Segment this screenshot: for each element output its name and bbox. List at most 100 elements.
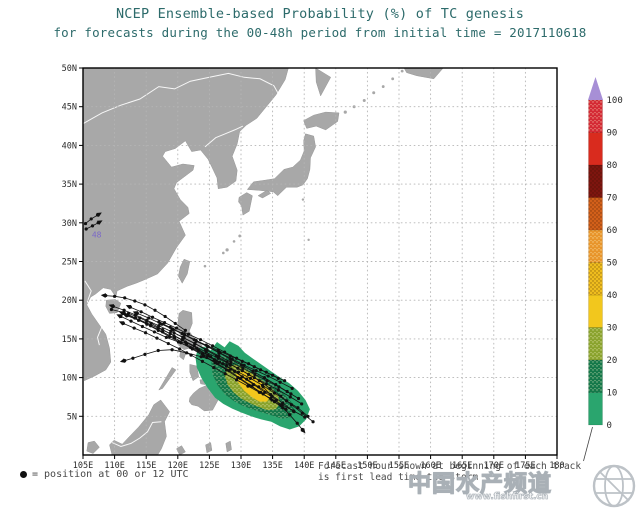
small-island bbox=[391, 77, 395, 81]
small-island bbox=[381, 85, 385, 88]
track-position-dot bbox=[257, 390, 261, 394]
track-position-dot bbox=[283, 379, 287, 383]
track-position-dot bbox=[290, 386, 294, 391]
footnote-line2: is first lead time the storm bbox=[318, 472, 479, 483]
colorbar-label: 60 bbox=[607, 226, 618, 236]
track-position-dot bbox=[182, 336, 186, 340]
track-position-dot bbox=[195, 346, 199, 350]
x-tick-label: 120E bbox=[168, 461, 188, 471]
track-position-dot bbox=[183, 340, 187, 344]
small-island bbox=[372, 91, 376, 95]
track-position-dot bbox=[156, 328, 160, 332]
track-position-dot bbox=[84, 227, 88, 231]
track-position-dot bbox=[229, 360, 233, 364]
track-position-dot bbox=[251, 369, 255, 374]
track-position-dot bbox=[240, 363, 244, 367]
track-position-dot bbox=[140, 324, 145, 329]
track-position-dot bbox=[225, 360, 229, 364]
track-position-dot bbox=[228, 354, 232, 358]
track-position-dot bbox=[172, 334, 176, 338]
small-island bbox=[362, 99, 366, 103]
track-position-dot bbox=[180, 331, 184, 336]
legend-text: = position at 00 or 12 UTC bbox=[32, 469, 189, 480]
track-position-dot bbox=[214, 354, 218, 358]
position-dot-icon bbox=[20, 471, 27, 478]
track-position-dot bbox=[241, 366, 245, 370]
track-position-dot bbox=[296, 396, 301, 401]
land-halmahera bbox=[225, 440, 232, 453]
track-position-dot bbox=[157, 320, 161, 324]
x-tick-label: 145E bbox=[326, 461, 346, 471]
track-position-dot bbox=[167, 334, 172, 339]
track-position-dot bbox=[126, 311, 131, 315]
track-position-dot bbox=[200, 359, 205, 363]
track-position-dot bbox=[150, 315, 155, 319]
y-tick-label: 30N bbox=[62, 219, 77, 229]
x-tick-label: 155E bbox=[389, 461, 409, 471]
y-tick-label: 25N bbox=[62, 258, 77, 268]
small-island bbox=[203, 264, 207, 268]
track-position-dot bbox=[288, 413, 292, 417]
track-position-dot bbox=[216, 362, 220, 366]
track-position-dot bbox=[236, 366, 240, 370]
x-tick-label: 110E bbox=[104, 461, 124, 471]
colorbar-overflow-tip bbox=[588, 77, 603, 100]
track-position-dot bbox=[248, 376, 253, 380]
track-position-dot bbox=[289, 403, 294, 407]
track-position-dot bbox=[278, 380, 282, 384]
track-position-dot bbox=[238, 376, 242, 380]
track-position-dot bbox=[264, 382, 268, 386]
chart-title-line2: for forecasts during the 00-48h period f… bbox=[53, 25, 587, 40]
colorbar-label: 90 bbox=[607, 129, 618, 139]
track-position-dot bbox=[83, 221, 88, 226]
colorbar-label: 100 bbox=[607, 96, 623, 106]
forecast-hour-footnote: Forecast hour shown at beginning of each… bbox=[318, 461, 581, 483]
map-layers: 48 bbox=[83, 68, 557, 455]
x-tick-label: 130E bbox=[231, 461, 251, 471]
x-tick-label: 105E bbox=[73, 461, 93, 471]
track-position-dot bbox=[199, 355, 203, 359]
ensemble-track bbox=[123, 313, 302, 405]
ensemble-track bbox=[173, 332, 314, 423]
land-palawan bbox=[158, 367, 177, 391]
track-arrowhead bbox=[122, 313, 129, 318]
small-island bbox=[307, 238, 310, 242]
track-position-dot bbox=[152, 330, 157, 334]
track-position-dot bbox=[162, 321, 167, 325]
track-position-dot bbox=[132, 326, 136, 330]
track-position-dot bbox=[223, 372, 227, 376]
small-island bbox=[222, 251, 225, 255]
track-position-dot bbox=[153, 308, 157, 312]
track-position-dot bbox=[246, 372, 251, 377]
track-position-dot bbox=[262, 376, 266, 380]
colorbar-label: 70 bbox=[607, 194, 618, 204]
track-position-dot bbox=[210, 344, 215, 348]
x-tick-label: 180 bbox=[549, 461, 564, 471]
y-tick-label: 50N bbox=[62, 64, 77, 74]
track-position-dot bbox=[198, 338, 203, 342]
track-position-dot bbox=[291, 409, 296, 413]
track-position-dot bbox=[172, 331, 176, 335]
colorbar-label: 50 bbox=[607, 259, 618, 269]
small-island bbox=[225, 248, 229, 252]
track-position-dot bbox=[143, 352, 147, 356]
track-position-dot bbox=[139, 310, 143, 314]
y-tick-label: 5N bbox=[67, 412, 77, 422]
y-tick-label: 15N bbox=[62, 335, 77, 345]
track-arrowhead bbox=[97, 220, 103, 225]
border-korea-china bbox=[204, 125, 244, 148]
ensemble-track bbox=[128, 313, 277, 401]
track-position-dot bbox=[143, 331, 148, 335]
track-position-dot bbox=[164, 335, 169, 339]
x-tick-label: 175E bbox=[515, 461, 535, 471]
track-position-dot bbox=[186, 332, 191, 336]
track-position-dot bbox=[155, 336, 159, 340]
land-borneo bbox=[109, 399, 170, 455]
track-position-dot bbox=[276, 376, 280, 380]
track-position-dot bbox=[179, 341, 183, 345]
track-position-dot bbox=[228, 363, 232, 367]
track-position-dot bbox=[192, 338, 196, 342]
track-position-dot bbox=[295, 421, 299, 425]
track-position-dot bbox=[224, 368, 229, 372]
